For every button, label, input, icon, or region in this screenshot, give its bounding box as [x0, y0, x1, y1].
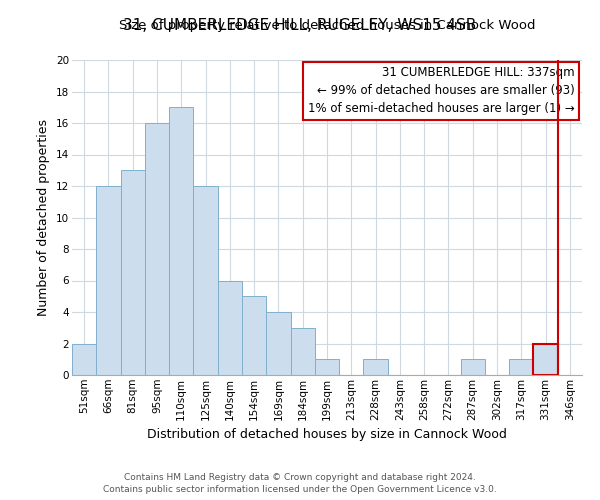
Bar [96, 186, 121, 375]
Title: Size of property relative to detached houses in Cannock Wood: Size of property relative to detached ho… [119, 20, 535, 32]
Bar [72, 344, 96, 375]
Bar [266, 312, 290, 375]
X-axis label: Distribution of detached houses by size in Cannock Wood: Distribution of detached houses by size … [147, 428, 507, 441]
Bar [290, 328, 315, 375]
Y-axis label: Number of detached properties: Number of detached properties [37, 119, 50, 316]
Text: 31, CUMBERLEDGE HILL, RUGELEY, WS15 4SB: 31, CUMBERLEDGE HILL, RUGELEY, WS15 4SB [124, 18, 476, 32]
Bar [364, 359, 388, 375]
Text: 31 CUMBERLEDGE HILL: 337sqm
← 99% of detached houses are smaller (93)
1% of semi: 31 CUMBERLEDGE HILL: 337sqm ← 99% of det… [308, 66, 574, 116]
Bar [461, 359, 485, 375]
Bar [533, 344, 558, 375]
Bar [242, 296, 266, 375]
Text: Contains HM Land Registry data © Crown copyright and database right 2024.
Contai: Contains HM Land Registry data © Crown c… [103, 472, 497, 494]
Bar [193, 186, 218, 375]
Bar [145, 123, 169, 375]
Bar [509, 359, 533, 375]
Bar [169, 108, 193, 375]
Bar [315, 359, 339, 375]
Bar [218, 280, 242, 375]
Bar [121, 170, 145, 375]
